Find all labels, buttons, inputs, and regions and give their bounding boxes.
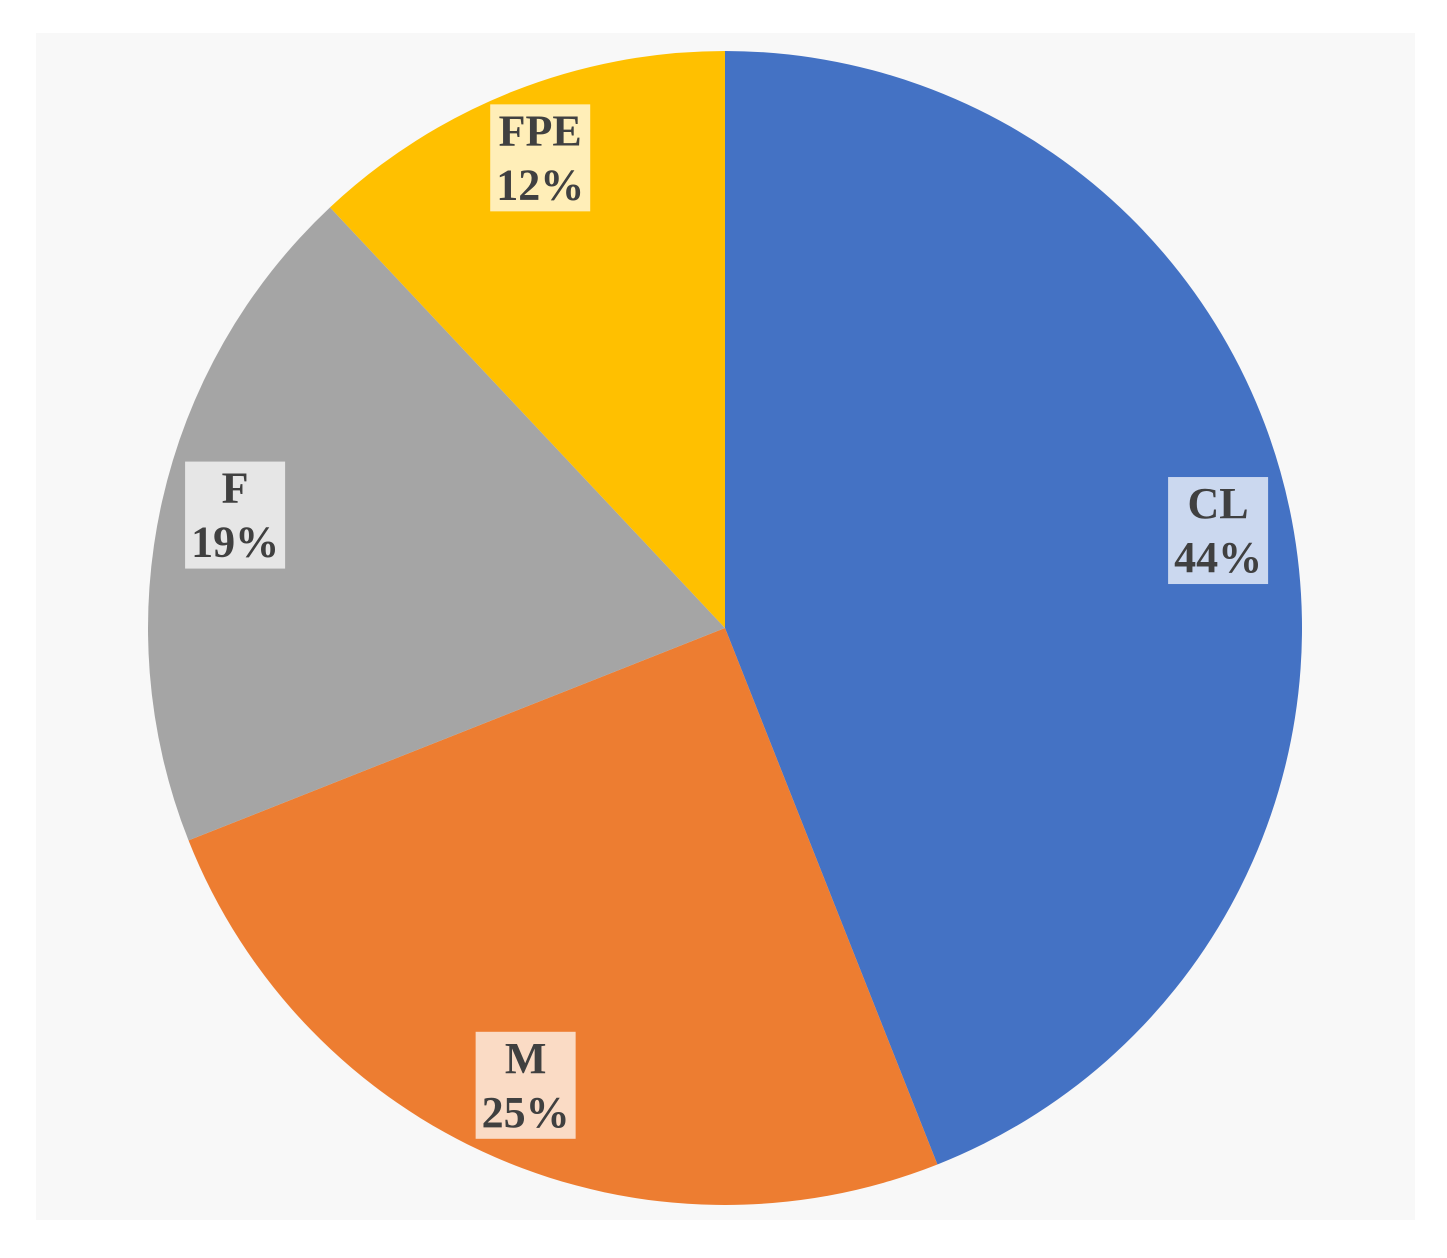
data-label-value: 19% <box>191 518 279 567</box>
data-label-category: FPE <box>499 106 582 155</box>
pie-slice <box>725 51 1303 1165</box>
data-label-category: CL <box>1188 479 1249 528</box>
data-label-background <box>475 1031 576 1139</box>
data-label-background <box>490 104 591 212</box>
data-label-value: 25% <box>482 1088 570 1137</box>
data-label: FPE 12% <box>490 104 591 212</box>
data-label: CL 44% <box>1168 477 1269 585</box>
data-label-background <box>185 461 286 569</box>
pie-slice <box>188 628 938 1205</box>
data-label: F 19% <box>185 461 286 569</box>
data-label: M 25% <box>475 1031 576 1139</box>
data-label-background <box>1168 477 1269 585</box>
data-label-value: 44% <box>1174 533 1262 582</box>
data-label-value: 12% <box>496 160 584 209</box>
pie-slice <box>147 207 725 841</box>
pie-slice <box>330 51 725 628</box>
data-label-category: F <box>222 464 249 513</box>
data-label-category: M <box>505 1034 547 1083</box>
